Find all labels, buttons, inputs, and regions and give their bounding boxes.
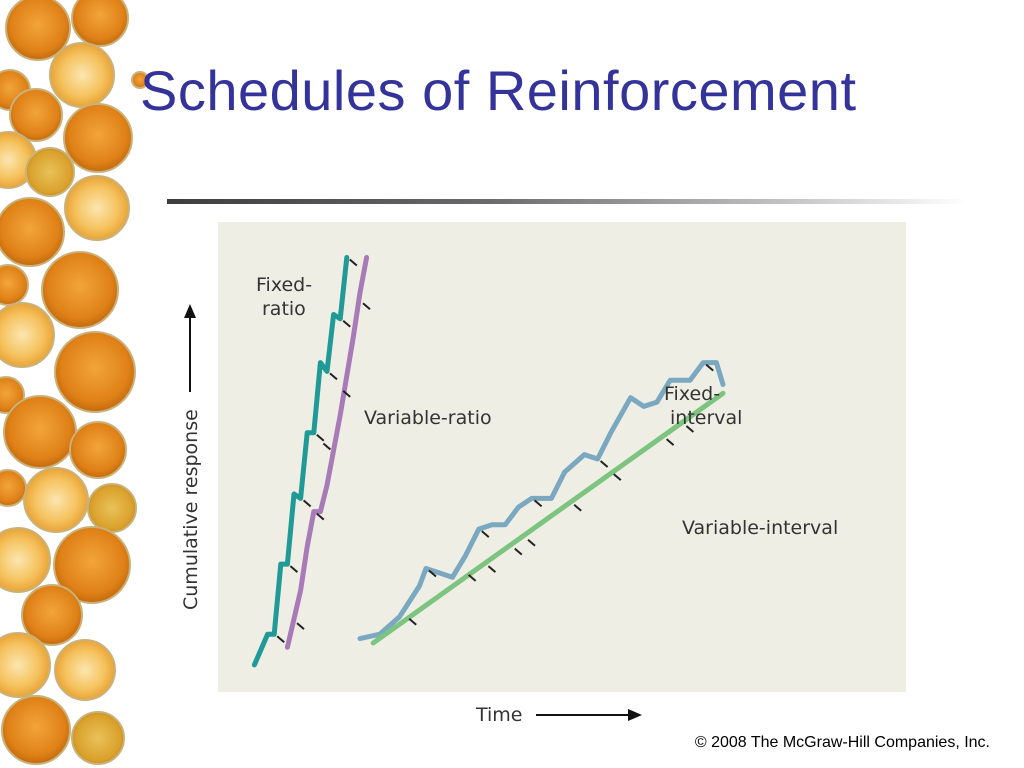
variable-interval-line	[370, 390, 726, 646]
orange-slice	[54, 639, 116, 701]
x-axis: Time	[475, 704, 642, 726]
orange-slice	[9, 88, 63, 142]
fixed-interval-reinforcement-mark	[428, 569, 437, 578]
orange-slice	[49, 42, 115, 108]
variable-ratio-line	[284, 255, 370, 650]
reinforcement-chart: Fixed-ratio Variable-ratio Fixed-interval V…	[180, 222, 906, 726]
slide-title: Schedules of Reinforcement	[140, 59, 857, 122]
orange-slice	[63, 103, 133, 173]
x-axis-label: Time	[475, 704, 523, 726]
orange-slices-decoration	[0, 0, 165, 768]
variable-interval-reinforcement-mark	[408, 617, 417, 626]
variable-interval-reinforcement-mark	[467, 574, 477, 582]
fixed-interval-label: Fixed-interval	[664, 383, 742, 429]
orange-slice	[64, 175, 130, 241]
variable-interval-reinforcement-mark	[665, 438, 675, 446]
fixed-ratio-label: Fixed-ratio	[256, 274, 312, 320]
fixed-ratio-reinforcement-mark	[289, 565, 299, 573]
orange-slice	[0, 632, 51, 698]
variable-ratio-reinforcement-mark	[362, 302, 371, 311]
variable-interval-reinforcement-mark	[613, 473, 622, 481]
fixed-ratio-reinforcement-mark	[316, 433, 325, 442]
variable-interval-reinforcement-mark	[527, 539, 536, 547]
orange-slice	[3, 395, 77, 469]
fixed-interval-reinforcement-mark	[533, 499, 543, 508]
orange-slice	[1, 695, 71, 765]
orange-slice	[21, 584, 83, 646]
fixed-interval-reinforcement-mark	[705, 363, 714, 372]
y-axis-label: Cumulative response	[180, 409, 202, 610]
fixed-interval-reinforcement-mark	[481, 530, 490, 538]
variable-ratio-label: Variable-ratio	[364, 407, 492, 429]
fixed-ratio-reinforcement-mark	[276, 635, 285, 643]
orange-slice	[71, 711, 125, 765]
orange-slice	[53, 526, 131, 604]
y-axis-arrowhead	[184, 304, 196, 318]
fixed-interval-reinforcement-mark	[599, 460, 609, 468]
orange-slice	[71, 0, 129, 47]
orange-slice	[0, 264, 29, 306]
plot-panel	[218, 222, 906, 692]
variable-ratio-reinforcement-mark	[342, 390, 351, 398]
orange-slice	[25, 147, 75, 197]
orange-slice	[131, 71, 149, 89]
y-axis: Cumulative response	[180, 304, 202, 610]
orange-slice	[54, 331, 136, 413]
fixed-ratio-reinforcement-mark	[349, 258, 358, 267]
variable-ratio-reinforcement-mark	[322, 442, 332, 451]
fixed-ratio-reinforcement-mark	[329, 372, 338, 381]
variable-interval-reinforcement-mark	[514, 547, 523, 556]
orange-slice	[0, 302, 55, 368]
orange-slice	[0, 527, 51, 593]
orange-slice	[5, 0, 71, 61]
chart-figure: Fixed-ratio Variable-ratio Fixed-interval V…	[168, 216, 918, 726]
orange-slice	[0, 197, 65, 267]
variable-interval-reinforcement-mark	[685, 425, 695, 433]
fixed-ratio-reinforcement-mark	[342, 320, 351, 328]
orange-slice	[69, 421, 127, 479]
fixed-ratio-line	[251, 255, 350, 668]
orange-slices-image	[0, 0, 149, 765]
orange-slice	[41, 251, 119, 329]
variable-ratio-reinforcement-mark	[316, 512, 325, 521]
copyright-notice: © 2008 The McGraw-Hill Companies, Inc.	[694, 734, 990, 751]
fixed-ratio-reinforcement-mark	[302, 499, 312, 508]
variable-interval-reinforcement-mark	[573, 504, 582, 512]
orange-slice	[87, 483, 137, 533]
x-axis-arrowhead	[628, 709, 642, 721]
variable-interval-reinforcement-mark	[487, 565, 497, 573]
orange-slice	[0, 469, 27, 507]
variable-ratio-reinforcement-mark	[296, 622, 305, 630]
fixed-interval-line	[357, 360, 726, 642]
variable-interval-label: Variable-interval	[682, 517, 838, 539]
title-divider	[167, 199, 967, 204]
orange-slice	[23, 467, 89, 533]
